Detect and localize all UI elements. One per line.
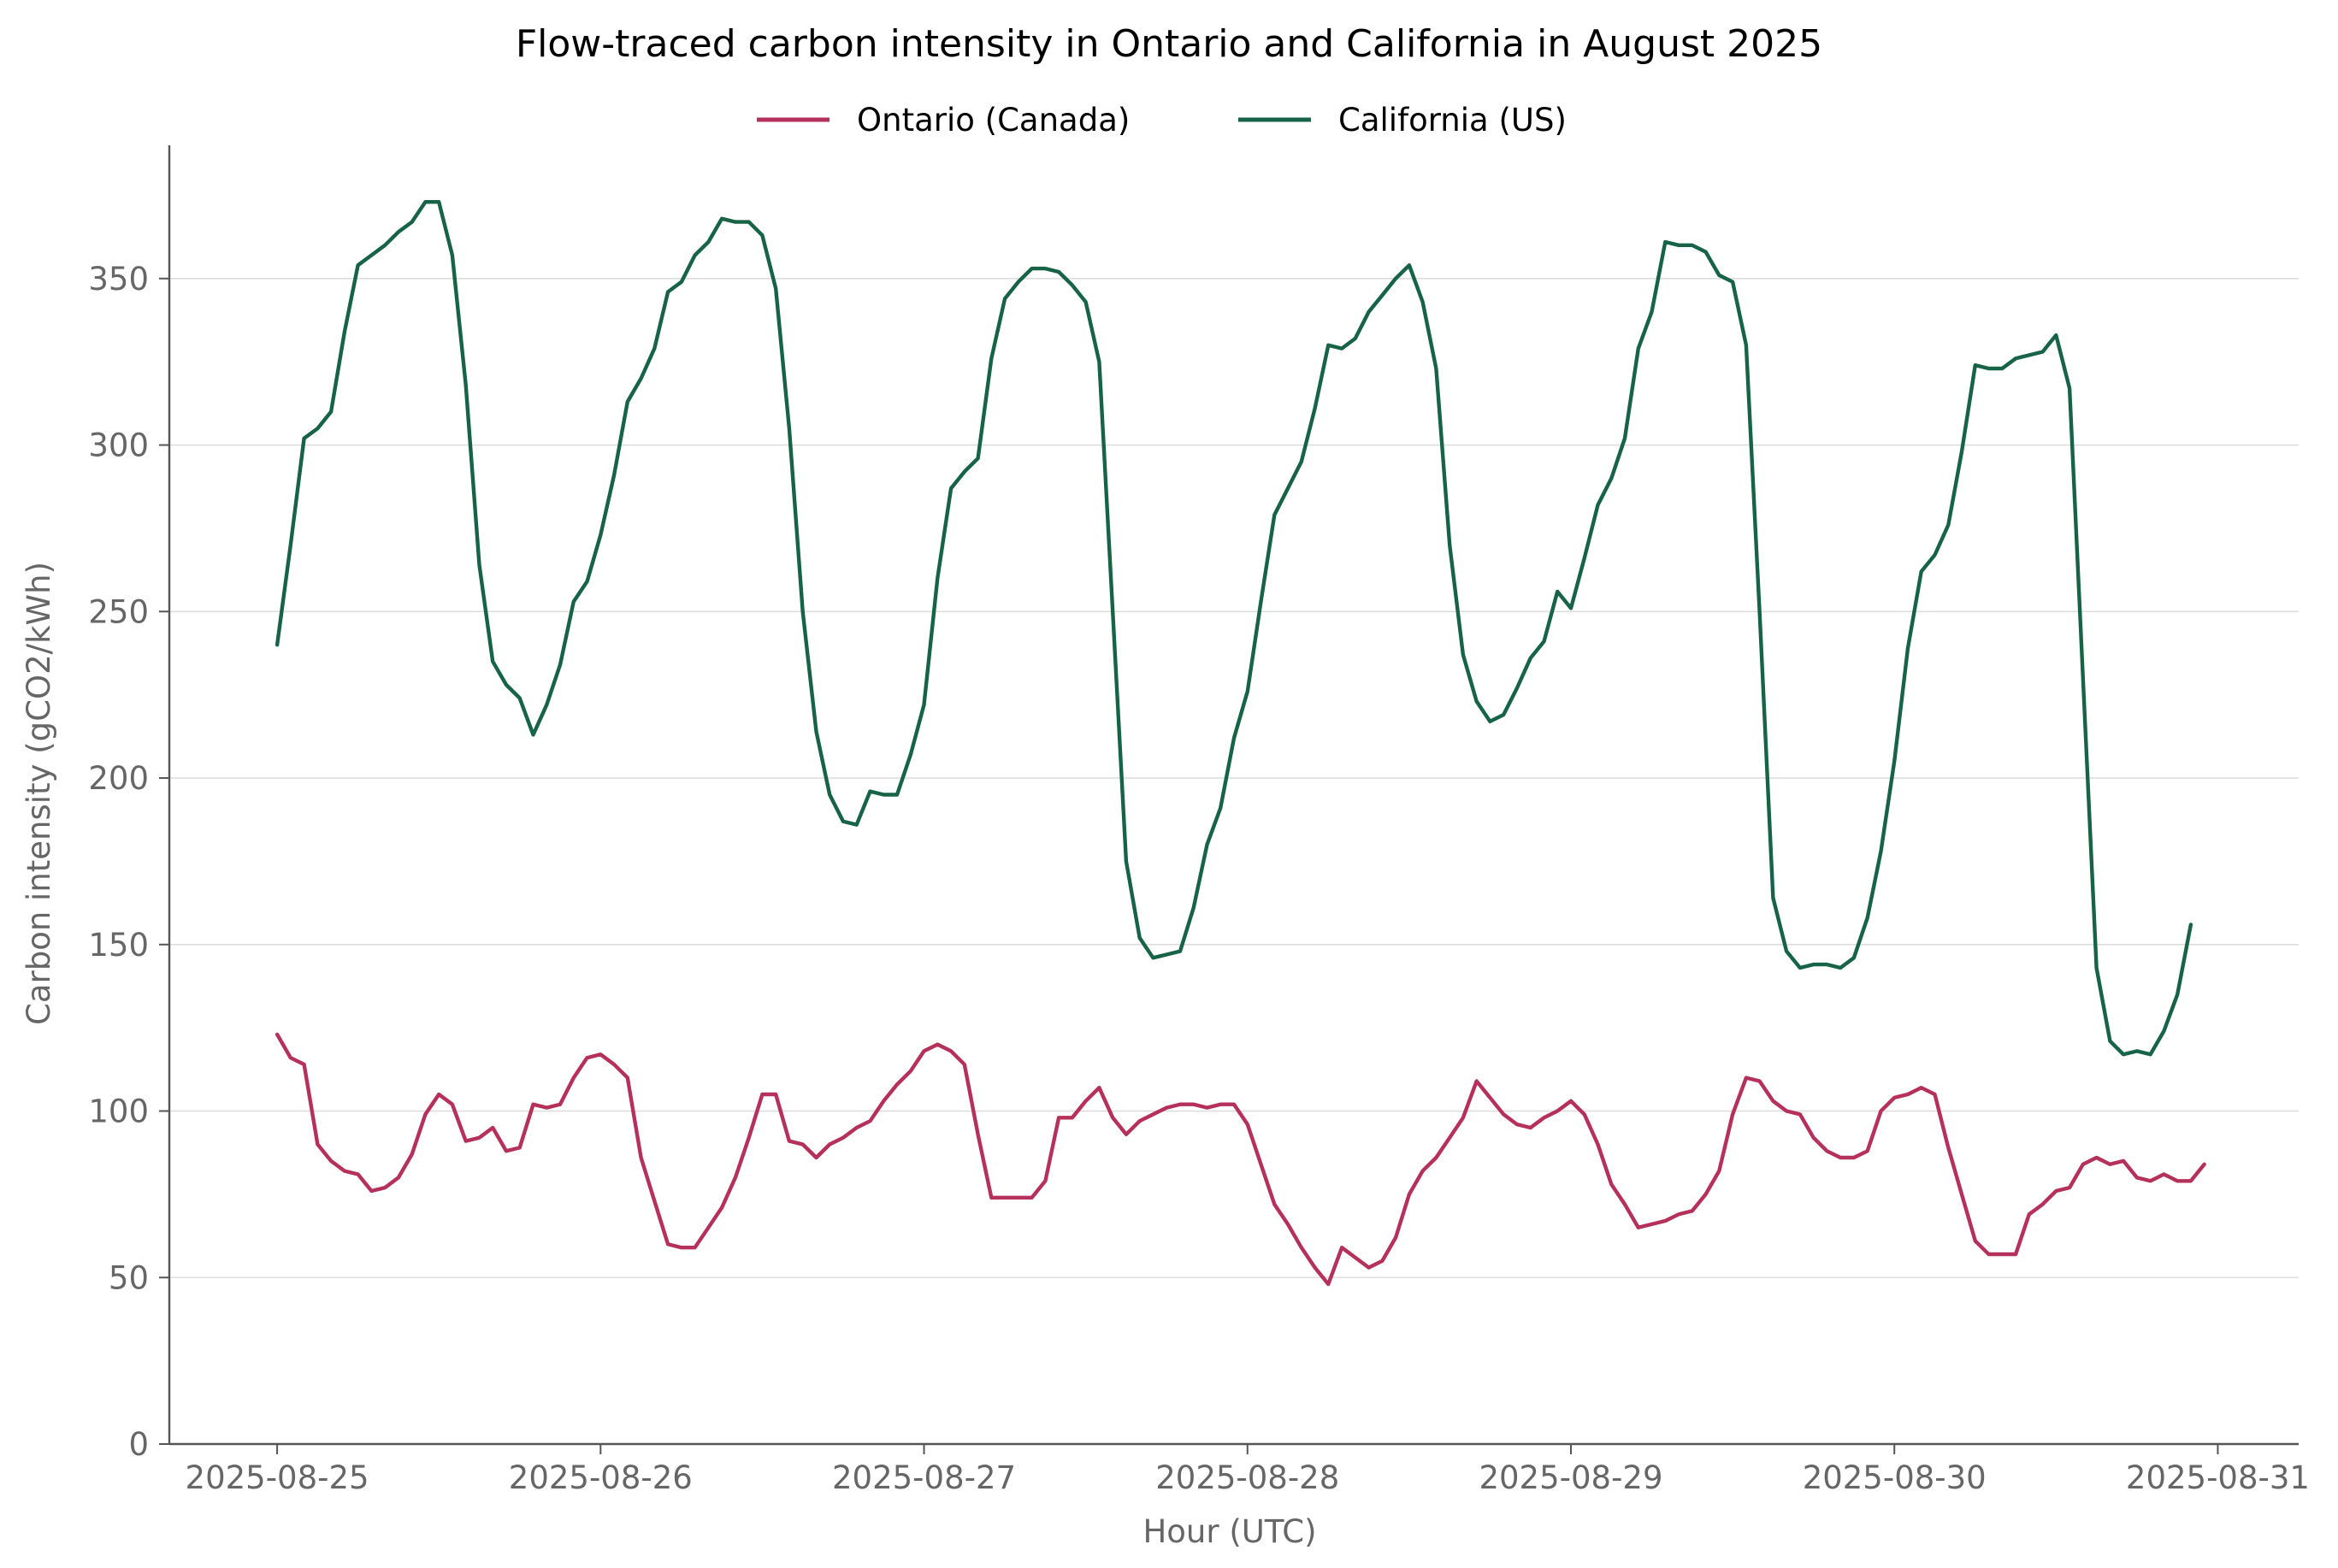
y-tick-label: 300 xyxy=(88,427,149,464)
x-ticks: 2025-08-25 2025-08-26 2025-08-27 2025-08-28… xyxy=(186,1444,2310,1496)
x-tick-label: 2025-08-26 xyxy=(509,1459,693,1496)
series-lines xyxy=(275,199,2206,1287)
y-tick-label: 250 xyxy=(88,593,149,630)
x-tick-label: 2025-08-25 xyxy=(186,1459,369,1496)
y-tick-label: 150 xyxy=(88,927,149,964)
gridlines xyxy=(169,277,2299,1279)
y-tick-label: 200 xyxy=(88,760,149,797)
x-tick-label: 2025-08-30 xyxy=(1803,1459,1987,1496)
x-tick-label: 2025-08-31 xyxy=(2126,1459,2310,1496)
y-tick-label: 350 xyxy=(88,261,149,298)
series-line-california xyxy=(275,199,2193,1057)
y-tick-label: 0 xyxy=(128,1426,149,1463)
y-axis-label: Carbon intensity (gCO2/kWh) xyxy=(21,562,57,1025)
legend-item-california-label: California (US) xyxy=(1338,102,1567,139)
x-tick-label: 2025-08-29 xyxy=(1479,1459,1662,1496)
y-ticks: 0 50 100 150 200 250 300 350 xyxy=(88,261,169,1463)
x-tick-label: 2025-08-27 xyxy=(832,1459,1016,1496)
legend: Ontario (Canada) California (US) xyxy=(757,102,1567,139)
series-line-ontario xyxy=(275,1032,2206,1287)
legend-item-ontario-label: Ontario (Canada) xyxy=(857,102,1130,139)
x-tick-label: 2025-08-28 xyxy=(1155,1459,1339,1496)
y-tick-label: 50 xyxy=(109,1259,149,1296)
chart-title: Flow-traced carbon intensity in Ontario … xyxy=(516,22,1822,66)
x-axis-label: Hour (UTC) xyxy=(1142,1513,1316,1550)
y-tick-label: 100 xyxy=(88,1093,149,1130)
